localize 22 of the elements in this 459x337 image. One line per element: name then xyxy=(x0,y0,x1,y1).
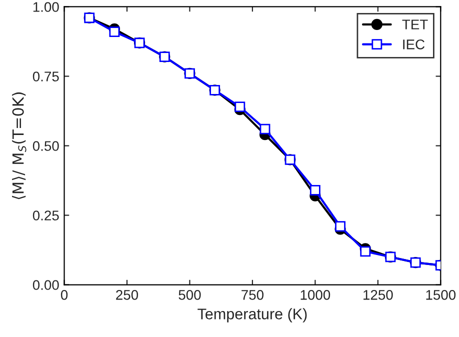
x-tick-label: 500 xyxy=(178,290,201,300)
y-tick-label: 0.50 xyxy=(32,141,59,151)
point xyxy=(310,185,320,196)
x-tick-label: 1000 xyxy=(300,290,330,300)
x-tick-label: 0 xyxy=(60,290,68,300)
y-tick-label: 0.25 xyxy=(32,210,59,220)
point xyxy=(335,221,346,232)
x-tick-label: 250 xyxy=(116,290,138,300)
y-tick-label: 0.00 xyxy=(32,280,59,290)
y-tick-label: 0.75 xyxy=(32,72,59,82)
x-tick-label: 1250 xyxy=(364,290,393,300)
point xyxy=(234,102,246,112)
x-axis-title: Temperature (K) xyxy=(198,308,307,322)
point xyxy=(109,26,120,37)
y-tick-label: 1.00 xyxy=(33,2,59,12)
y-axis-title: ⟨M⟩/ M$_{S}$(T=0K) xyxy=(12,92,26,200)
x-tick-label: 1500 xyxy=(426,290,456,300)
point xyxy=(360,246,371,257)
x-tick-label: 750 xyxy=(242,290,264,300)
legend-label: IEC xyxy=(403,40,425,50)
point xyxy=(260,124,270,134)
legend-label: TET xyxy=(402,20,428,30)
